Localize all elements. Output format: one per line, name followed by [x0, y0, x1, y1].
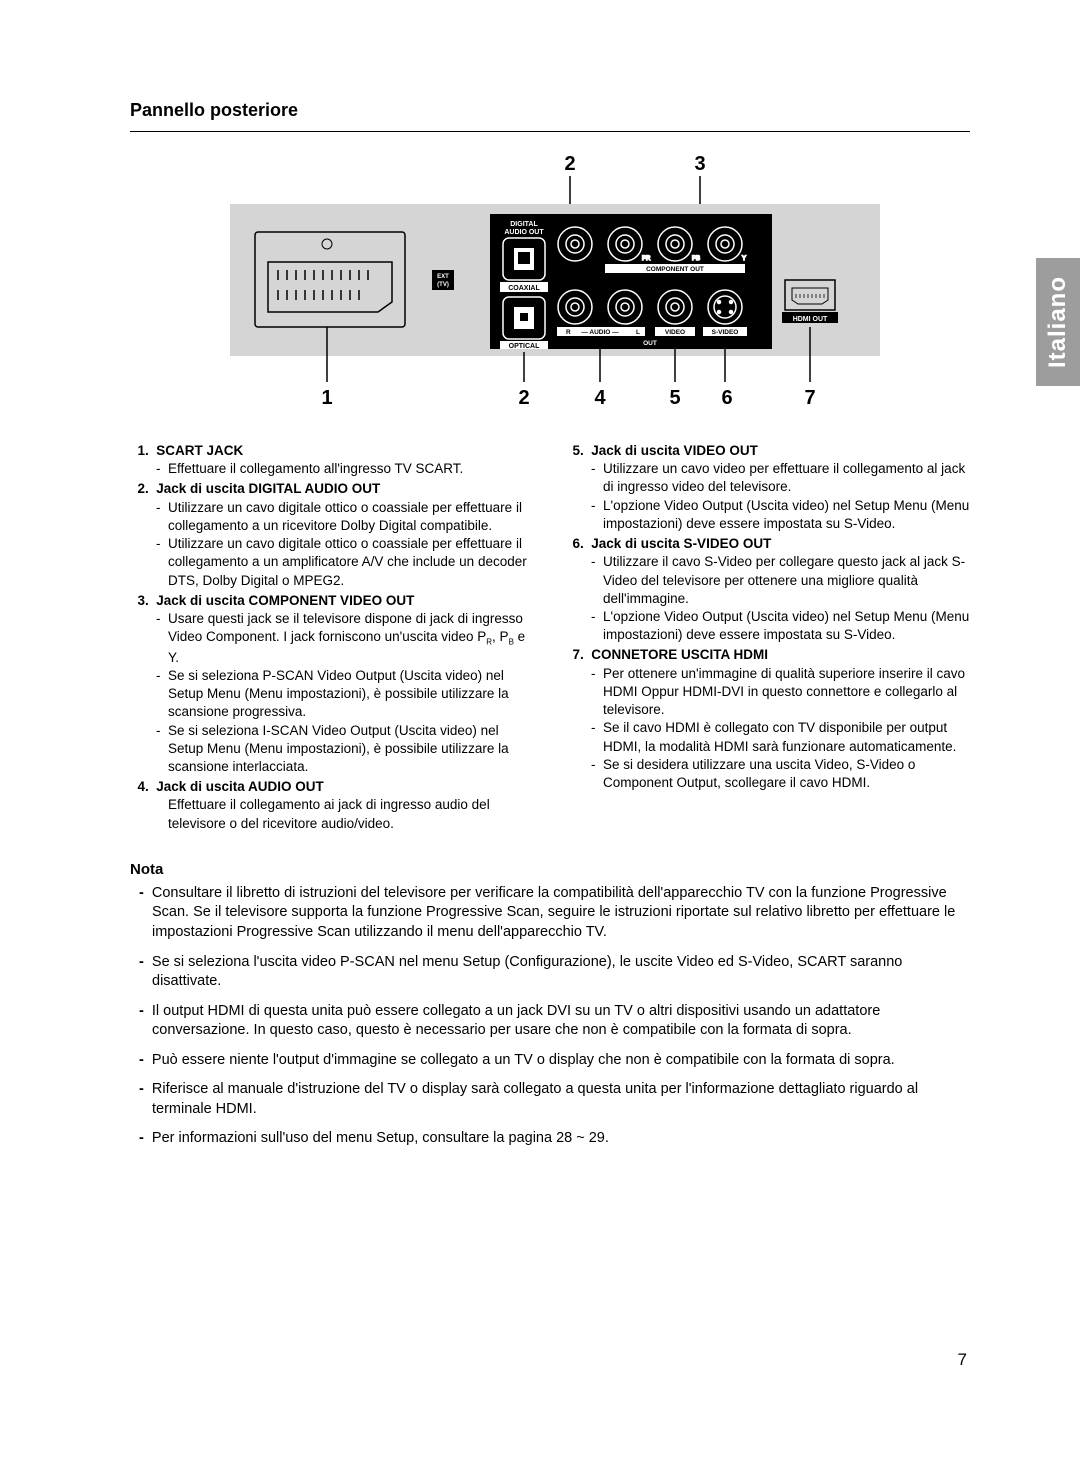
item-sub: - Per ottenere un'immagine di qualità su… [603, 665, 970, 720]
svg-text:PB: PB [692, 256, 700, 262]
svg-text:(TV): (TV) [437, 282, 449, 288]
item-heading: 3. Jack di uscita COMPONENT VIDEO OUT [130, 592, 535, 610]
svg-text:Y: Y [742, 256, 746, 262]
note-item: - Se si seleziona l'uscita video P-SCAN … [152, 953, 970, 992]
page-content: Pannello posteriore 2 3 [0, 0, 1080, 1149]
svg-text:6: 6 [721, 387, 732, 409]
svg-text:COAXIAL: COAXIAL [508, 285, 540, 292]
svg-text:1: 1 [321, 387, 332, 409]
svg-text:4: 4 [594, 387, 606, 409]
item-text: Effettuare il collegamento ai jack di in… [168, 796, 535, 832]
svg-text:7: 7 [804, 387, 815, 409]
item-heading: 4. Jack di uscita AUDIO OUT [130, 778, 535, 796]
item-sub: - Se si seleziona I-SCAN Video Output (U… [168, 722, 535, 777]
item-sub: - Se si seleziona P-SCAN Video Output (U… [168, 667, 535, 722]
svg-text:AUDIO OUT: AUDIO OUT [504, 229, 544, 236]
note-item: - Per informazioni sull'uso del menu Set… [152, 1129, 970, 1149]
item-sub: - Usare questi jack se il televisore dis… [168, 610, 535, 667]
svg-text:— AUDIO —: — AUDIO — [581, 329, 619, 336]
item-heading: 6. Jack di uscita S-VIDEO OUT [565, 535, 970, 553]
item-heading: 5. Jack di uscita VIDEO OUT [565, 442, 970, 460]
svg-text:L: L [636, 329, 640, 336]
item-sub: - Utilizzare un cavo digitale ottico o c… [168, 535, 535, 590]
note-item: - Riferisce al manuale d'istruzione del … [152, 1080, 970, 1119]
svg-text:5: 5 [669, 387, 680, 409]
svg-text:COMPONENT OUT: COMPONENT OUT [646, 266, 704, 273]
item-sub: - Utilizzare un cavo digitale ottico o c… [168, 499, 535, 535]
note-heading: Nota [130, 861, 970, 878]
svg-text:OUT: OUT [643, 340, 657, 347]
svg-text:S-VIDEO: S-VIDEO [712, 329, 739, 336]
item-sub: - Utilizzare il cavo S-Video per collega… [603, 553, 970, 608]
item-sub: - Se si desidera utilizzare una uscita V… [603, 756, 970, 792]
svg-text:EXT: EXT [437, 274, 449, 280]
item-sub: - L'opzione Video Output (Uscita video) … [603, 497, 970, 533]
item-heading: 7. CONNETORE USCITA HDMI [565, 646, 970, 664]
item-sub: - Se il cavo HDMI è collegato con TV dis… [603, 719, 970, 755]
item-sub: - Effettuare il collegamento all'ingress… [168, 460, 535, 478]
item-heading: 2. Jack di uscita DIGITAL AUDIO OUT [130, 480, 535, 498]
note-item: - Può essere niente l'output d'immagine … [152, 1051, 970, 1071]
callout-3-top: 3 [694, 153, 705, 175]
svg-text:HDMI OUT: HDMI OUT [793, 316, 828, 323]
note-list: - Consultare il libretto di istruzioni d… [130, 884, 970, 1149]
divider [130, 131, 970, 132]
callout-2-top: 2 [564, 153, 575, 175]
note-item: - Consultare il libretto di istruzioni d… [152, 884, 970, 943]
svg-text:DIGITAL: DIGITAL [510, 221, 538, 228]
note-item: - Il output HDMI di questa unita può ess… [152, 1002, 970, 1041]
svg-text:PR: PR [642, 256, 651, 262]
item-sub: - Utilizzare un cavo video per effettuar… [603, 460, 970, 496]
svg-text:OPTICAL: OPTICAL [509, 343, 540, 350]
item-sub: - L'opzione Video Output (Uscita video) … [603, 608, 970, 644]
item-heading: 1. SCART JACK [130, 442, 535, 460]
svg-text:R: R [566, 329, 571, 336]
svg-text:2: 2 [518, 387, 529, 409]
connector-descriptions: 1. SCART JACK- Effettuare il collegament… [130, 442, 970, 833]
section-title: Pannello posteriore [130, 100, 970, 121]
page-number: 7 [958, 1350, 967, 1370]
rear-panel-diagram: 2 3 [130, 152, 970, 412]
svg-text:VIDEO: VIDEO [665, 329, 685, 336]
